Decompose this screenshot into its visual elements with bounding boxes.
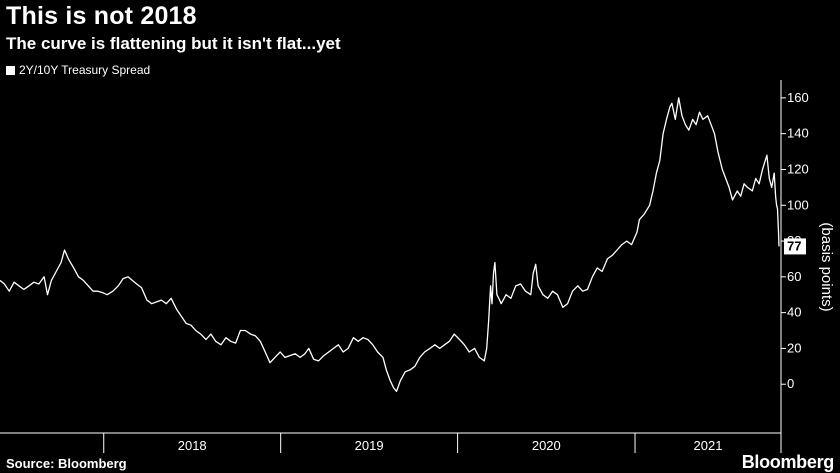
x-tick-label: 2020	[532, 438, 561, 453]
chart-title: This is not 2018	[6, 2, 197, 30]
x-tick-label: 2018	[178, 438, 207, 453]
bloomberg-logo: Bloomberg	[741, 452, 835, 472]
y-tick-label: 160	[787, 90, 809, 105]
y-tick-label: 40	[787, 305, 801, 320]
y-tick-label: 120	[787, 161, 809, 176]
y-tick-label: 0	[787, 376, 794, 391]
last-value-box	[784, 238, 806, 255]
legend-swatch	[6, 65, 15, 75]
y-tick-label: 20	[787, 340, 801, 355]
series-line	[0, 97, 780, 393]
chart-subtitle: The curve is flattening but it isn't fla…	[6, 34, 341, 53]
chart-legend: 2Y/10Y Treasury Spread	[6, 63, 150, 77]
source-note: Source: Bloomberg	[6, 456, 127, 471]
y-tick-label: 140	[787, 126, 809, 141]
y-tick-label: 100	[787, 197, 809, 212]
x-tick-label: 2021	[694, 438, 723, 453]
last-value-label: 77	[787, 238, 801, 253]
legend-label: 2Y/10Y Treasury Spread	[19, 63, 151, 77]
x-tick-label: 2019	[355, 438, 384, 453]
y-axis-label: (basis points)	[818, 222, 835, 311]
y-tick-label: 60	[787, 269, 801, 284]
